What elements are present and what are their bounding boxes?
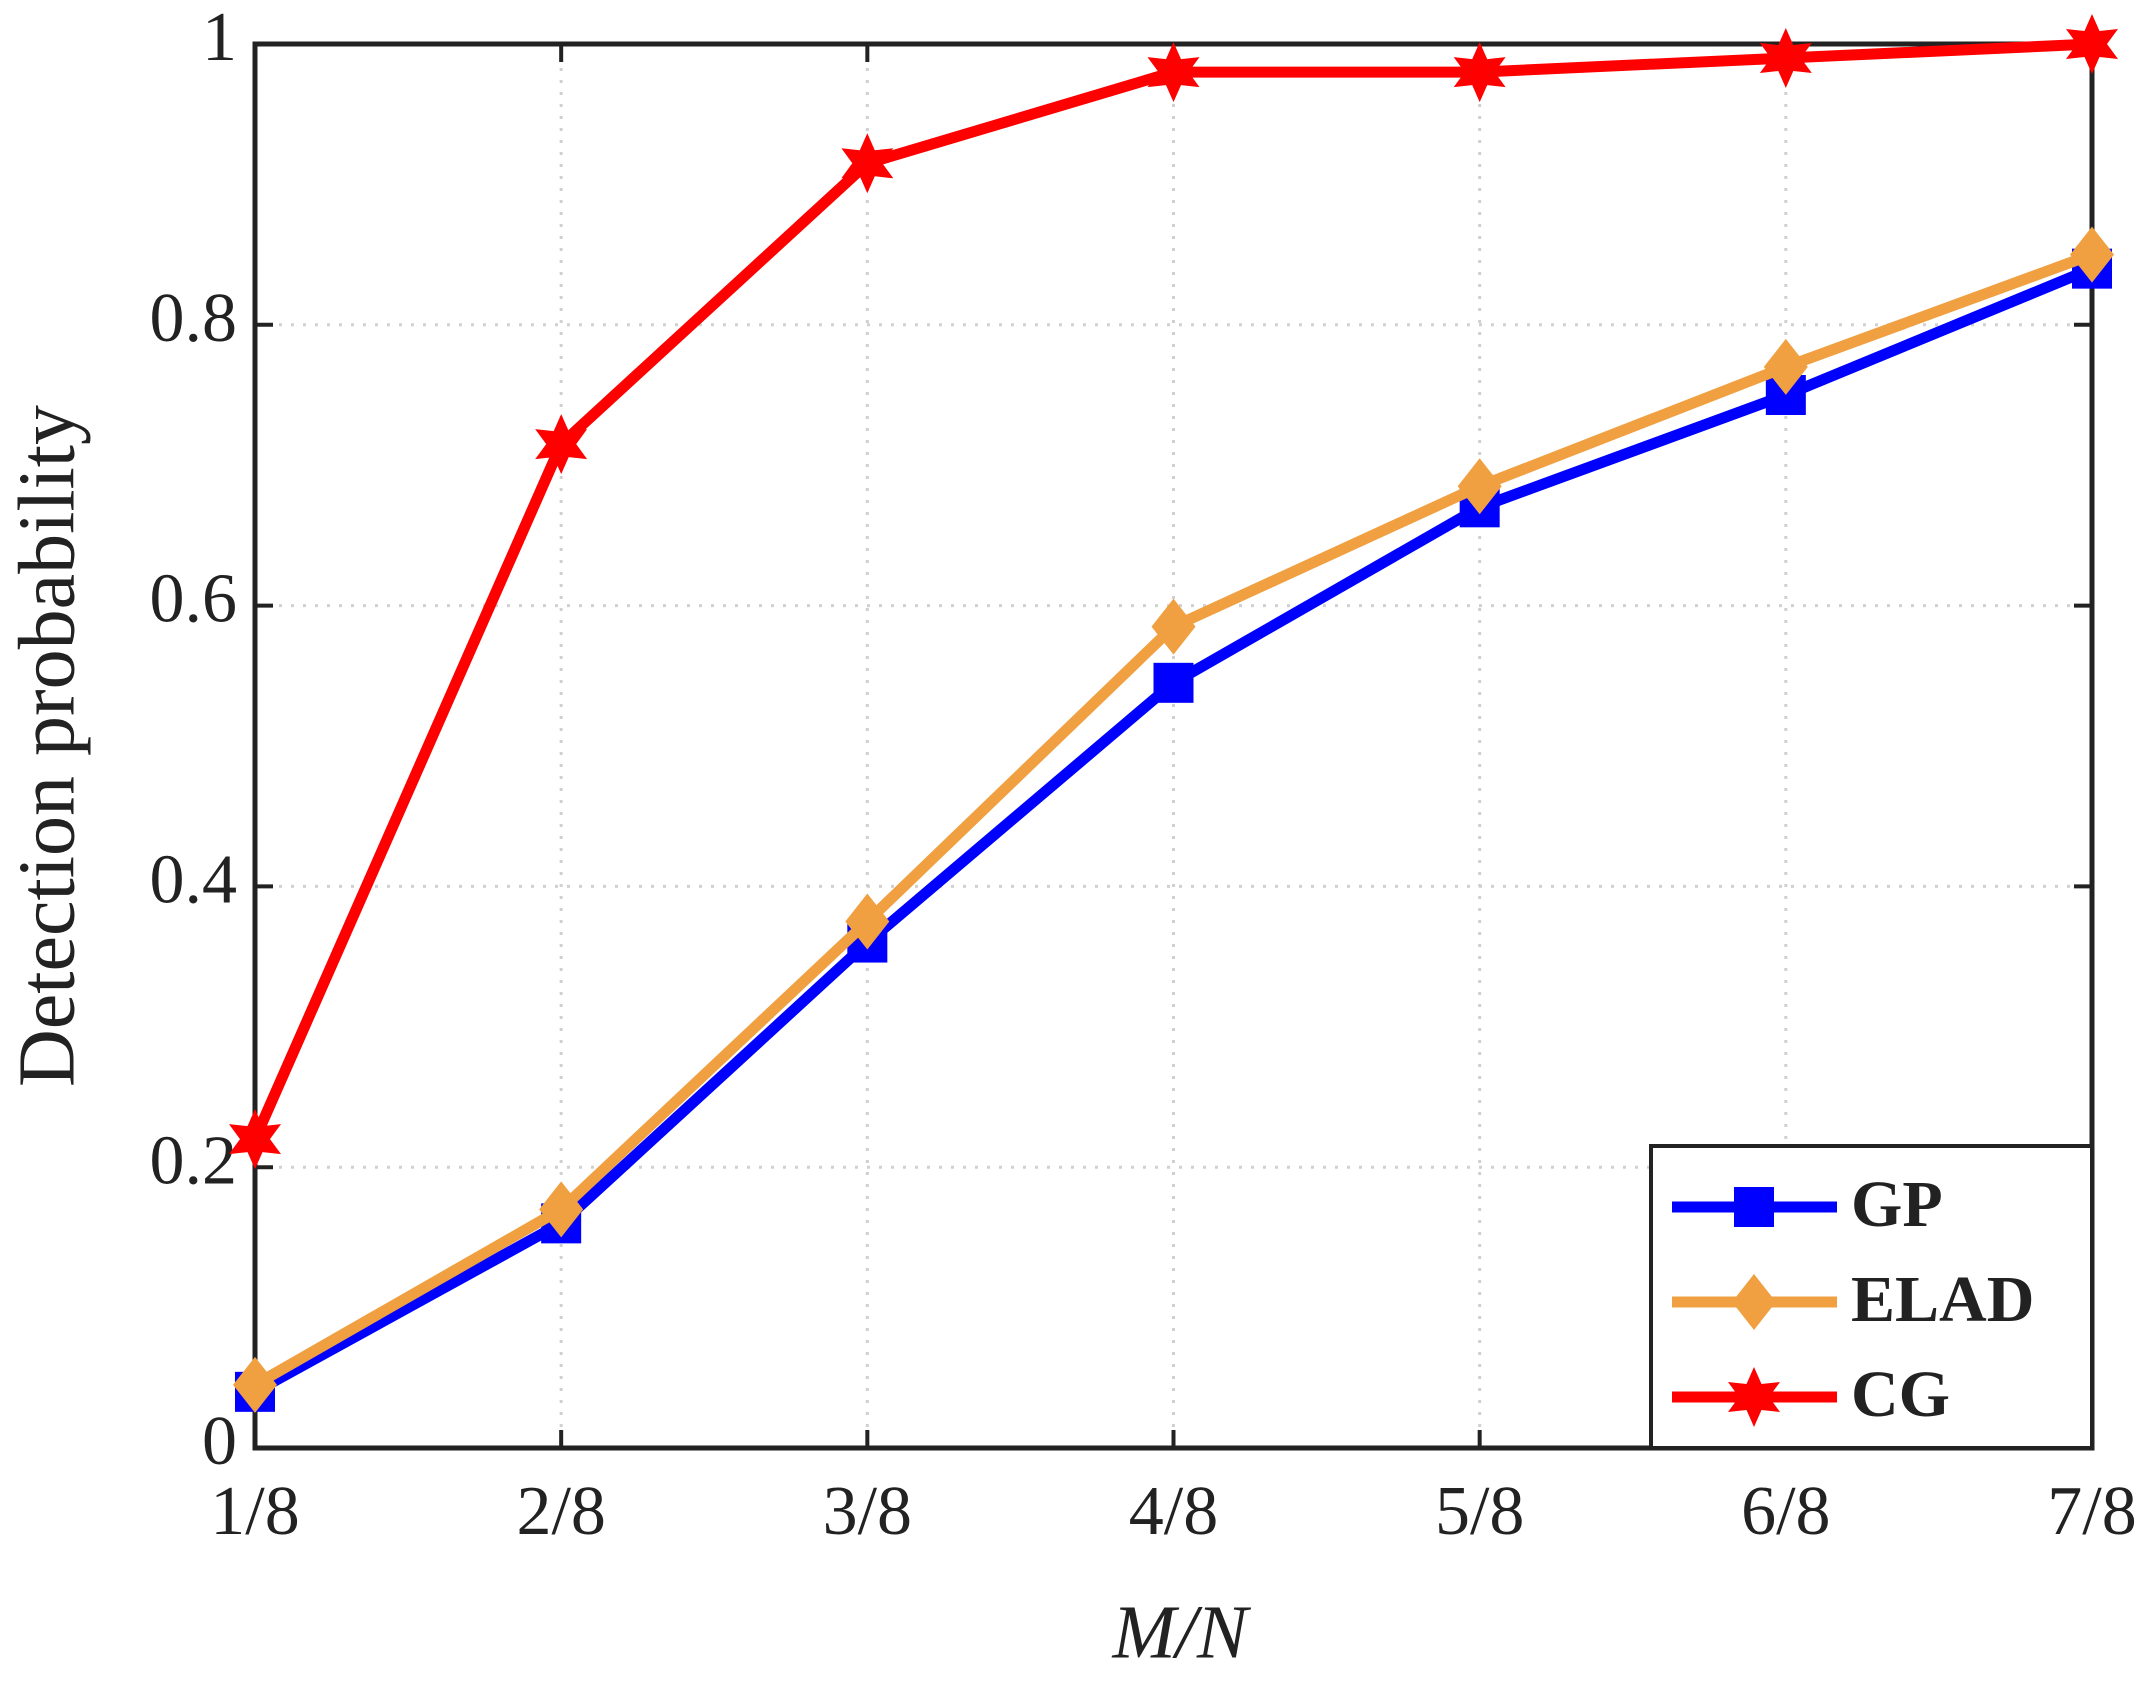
legend-label: GP bbox=[1851, 1168, 1943, 1241]
legend-label: ELAD bbox=[1851, 1263, 2034, 1336]
legend-label: CG bbox=[1851, 1358, 1950, 1431]
x-tick-label: 1/8 bbox=[210, 1473, 299, 1550]
marker bbox=[539, 1181, 584, 1238]
marker bbox=[1151, 598, 1196, 655]
y-tick-label: 0.8 bbox=[150, 280, 238, 357]
marker bbox=[845, 893, 890, 950]
y-tick-label: 0.6 bbox=[150, 561, 238, 638]
marker bbox=[841, 133, 894, 194]
marker bbox=[1763, 338, 1808, 395]
marker bbox=[1153, 662, 1194, 703]
y-tick-label: 0 bbox=[202, 1403, 237, 1480]
x-axis-label: M/N bbox=[1111, 1590, 1251, 1674]
x-tick-label: 3/8 bbox=[823, 1473, 912, 1550]
marker bbox=[1759, 28, 1812, 88]
y-axis-label: Detection probability bbox=[3, 405, 91, 1087]
x-tick-label: 5/8 bbox=[1435, 1473, 1524, 1550]
y-tick-label: 0.4 bbox=[150, 841, 238, 918]
legend: GP ELAD CG bbox=[1649, 1144, 2094, 1450]
marker bbox=[1453, 42, 1506, 103]
marker bbox=[1457, 458, 1502, 515]
marker bbox=[535, 414, 588, 475]
x-tick-label: 2/8 bbox=[516, 1473, 605, 1550]
legend-marker bbox=[1734, 1187, 1774, 1227]
legend-marker bbox=[1732, 1274, 1776, 1330]
marker bbox=[1147, 42, 1200, 103]
marker bbox=[229, 1109, 281, 1170]
x-tick-label: 4/8 bbox=[1129, 1473, 1218, 1550]
marker bbox=[2070, 226, 2114, 283]
marker bbox=[2066, 14, 2118, 74]
y-tick-label: 1 bbox=[202, 0, 237, 76]
y-tick-label: 0.2 bbox=[150, 1122, 238, 1199]
legend-marker bbox=[1728, 1367, 1780, 1427]
x-tick-label: 7/8 bbox=[2047, 1473, 2136, 1550]
series-line bbox=[249, 38, 2093, 1142]
marker bbox=[233, 1356, 277, 1413]
x-tick-label: 6/8 bbox=[1741, 1473, 1830, 1550]
